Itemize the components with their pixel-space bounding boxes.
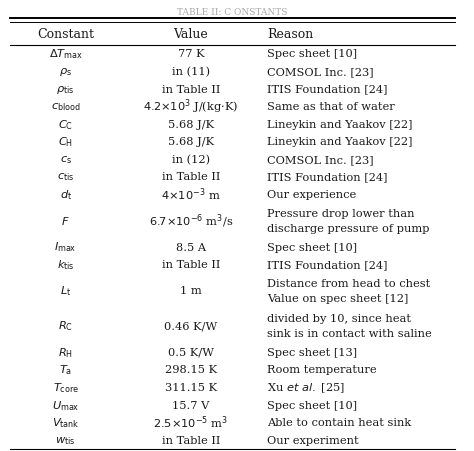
Text: Same as that of water: Same as that of water [267,102,395,112]
Text: 8.5 A: 8.5 A [176,242,206,252]
Text: COMSOL Inc. [23]: COMSOL Inc. [23] [267,67,374,77]
Text: Pressure drop lower than: Pressure drop lower than [267,208,415,218]
Text: COMSOL Inc. [23]: COMSOL Inc. [23] [267,154,374,164]
Text: Spec sheet [10]: Spec sheet [10] [267,400,357,410]
Text: Spec sheet [13]: Spec sheet [13] [267,347,357,357]
Text: Value: Value [173,28,208,41]
Text: Room temperature: Room temperature [267,365,377,375]
Text: Distance from head to chest: Distance from head to chest [267,278,431,289]
Text: $V_{\mathrm{tank}}$: $V_{\mathrm{tank}}$ [52,415,80,429]
Text: $\rho_{\mathrm{tis}}$: $\rho_{\mathrm{tis}}$ [56,83,75,95]
Text: 298.15 K: 298.15 K [165,365,217,375]
Text: $U_{\mathrm{max}}$: $U_{\mathrm{max}}$ [52,398,79,412]
Text: ITIS Foundation [24]: ITIS Foundation [24] [267,259,388,270]
Text: $L_{\mathrm{t}}$: $L_{\mathrm{t}}$ [60,284,71,298]
Text: Xu $\mathit{et~al.}$ [25]: Xu $\mathit{et~al.}$ [25] [267,380,346,394]
Text: $R_{\mathrm{H}}$: $R_{\mathrm{H}}$ [58,345,73,359]
Text: $w_{\mathrm{tis}}$: $w_{\mathrm{tis}}$ [55,434,76,446]
Text: $\rho_{\mathrm{s}}$: $\rho_{\mathrm{s}}$ [59,66,72,78]
Text: $2.5{\times}10^{-5}$ m$^{3}$: $2.5{\times}10^{-5}$ m$^{3}$ [154,414,228,431]
Text: in Table II: in Table II [162,172,220,182]
Text: 0.5 K/W: 0.5 K/W [168,347,214,357]
Text: $6.7{\times}10^{-6}$ m$^{3}$/s: $6.7{\times}10^{-6}$ m$^{3}$/s [149,212,233,230]
Text: Spec sheet [10]: Spec sheet [10] [267,49,357,59]
Text: ITIS Foundation [24]: ITIS Foundation [24] [267,84,388,94]
Text: $k_{\mathrm{tis}}$: $k_{\mathrm{tis}}$ [57,258,74,272]
Text: 77 K: 77 K [178,49,204,59]
Text: 1 m: 1 m [180,286,202,296]
Text: $I_{\mathrm{max}}$: $I_{\mathrm{max}}$ [55,240,77,254]
Text: in Table II: in Table II [162,84,220,94]
Text: 0.46 K/W: 0.46 K/W [164,321,218,331]
Text: Lineykin and Yaakov [22]: Lineykin and Yaakov [22] [267,137,413,147]
Text: $C_{\mathrm{C}}$: $C_{\mathrm{C}}$ [58,117,73,131]
Text: in (11): in (11) [172,67,210,77]
Text: ITIS Foundation [24]: ITIS Foundation [24] [267,172,388,182]
Text: $R_{\mathrm{C}}$: $R_{\mathrm{C}}$ [58,319,73,333]
Text: $c_{\mathrm{s}}$: $c_{\mathrm{s}}$ [60,153,72,165]
Text: sink is in contact with saline: sink is in contact with saline [267,328,432,338]
Text: Lineykin and Yaakov [22]: Lineykin and Yaakov [22] [267,120,413,129]
Text: $T_{\mathrm{core}}$: $T_{\mathrm{core}}$ [53,380,79,394]
Text: in (12): in (12) [172,154,210,165]
Text: divided by 10, since heat: divided by 10, since heat [267,313,411,323]
Text: 311.15 K: 311.15 K [165,382,217,392]
Text: 15.7 V: 15.7 V [172,400,210,410]
Text: Our experience: Our experience [267,189,357,199]
Text: $\Delta T_{\mathrm{max}}$: $\Delta T_{\mathrm{max}}$ [49,47,82,61]
Text: $4{\times}10^{-3}$ m: $4{\times}10^{-3}$ m [161,186,221,202]
Text: $d_{\mathrm{t}}$: $d_{\mathrm{t}}$ [60,188,72,201]
Text: Our experiment: Our experiment [267,435,359,445]
Text: Reason: Reason [267,28,314,41]
Text: in Table II: in Table II [162,259,220,270]
Text: Constant: Constant [37,28,94,41]
Text: 5.68 J/K: 5.68 J/K [168,137,214,147]
Text: Value on spec sheet [12]: Value on spec sheet [12] [267,293,409,303]
Text: $C_{\mathrm{H}}$: $C_{\mathrm{H}}$ [58,135,73,149]
Text: discharge pressure of pump: discharge pressure of pump [267,223,430,233]
Text: TABLE II: C ONSTANTS: TABLE II: C ONSTANTS [177,8,288,17]
Text: $F$: $F$ [61,215,70,227]
Text: 5.68 J/K: 5.68 J/K [168,120,214,129]
Text: in Table II: in Table II [162,435,220,445]
Text: $c_{\mathrm{blood}}$: $c_{\mathrm{blood}}$ [51,101,81,113]
Text: Spec sheet [10]: Spec sheet [10] [267,242,357,252]
Text: $T_{\mathrm{a}}$: $T_{\mathrm{a}}$ [59,363,72,377]
Text: Able to contain heat sink: Able to contain heat sink [267,417,411,427]
Text: $4.2{\times}10^{3}$ J/(kg$\cdot$K): $4.2{\times}10^{3}$ J/(kg$\cdot$K) [143,97,238,116]
Text: $c_{\mathrm{tis}}$: $c_{\mathrm{tis}}$ [57,171,74,183]
